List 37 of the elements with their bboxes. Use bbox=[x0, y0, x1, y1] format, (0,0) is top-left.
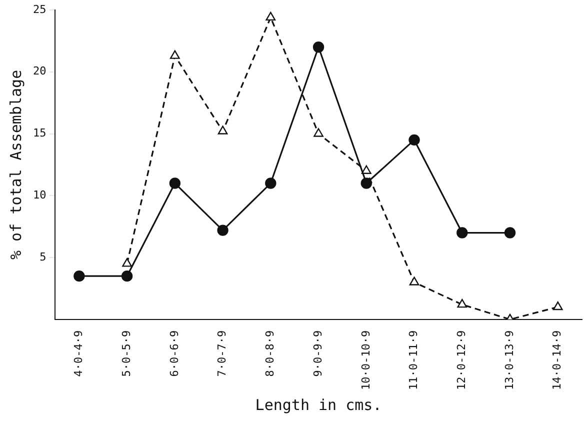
x-tick-label: 14·0-14·9 bbox=[550, 330, 564, 390]
x-tick-label: 5·0-5·9 bbox=[120, 330, 133, 377]
point bbox=[552, 301, 563, 310]
point bbox=[312, 42, 324, 53]
x-tick-label: 12·0-12·9 bbox=[454, 330, 468, 390]
y-axis-title: % of total Assemblage bbox=[6, 70, 25, 260]
x-tick-label: 11·0-11·9 bbox=[407, 330, 420, 390]
x-axis-title: Length in cms. bbox=[255, 396, 382, 414]
point bbox=[121, 270, 133, 282]
point bbox=[217, 224, 228, 236]
x-tick-label: 10·0-10·9 bbox=[359, 330, 372, 390]
x-tick-label: 8·0-8·9 bbox=[264, 330, 277, 377]
y-tick-label: 15 bbox=[32, 126, 46, 140]
y-tick-label: 5 bbox=[40, 250, 46, 264]
point bbox=[360, 178, 372, 189]
point bbox=[409, 276, 420, 286]
point bbox=[457, 298, 468, 308]
point bbox=[361, 165, 372, 174]
y-tick-label: 25 bbox=[32, 2, 46, 16]
x-tick-label: 6·0-6·9 bbox=[168, 330, 181, 377]
point bbox=[408, 134, 420, 146]
point bbox=[218, 126, 228, 134]
point bbox=[74, 270, 85, 282]
point bbox=[122, 258, 132, 267]
x-tick-label: 7·0-7·9 bbox=[216, 330, 229, 377]
x-tick-label: 4·0-4·9 bbox=[72, 330, 86, 377]
point bbox=[456, 227, 468, 238]
point bbox=[265, 178, 276, 189]
y-tick-label: 10 bbox=[32, 188, 46, 202]
point bbox=[169, 178, 181, 189]
point bbox=[504, 227, 516, 238]
point bbox=[170, 50, 180, 59]
point bbox=[266, 12, 276, 21]
x-tick-label: 9·0-9·9 bbox=[311, 330, 324, 377]
x-tick-label: 13·0-13·9 bbox=[502, 330, 516, 390]
y-tick-label: 20 bbox=[32, 64, 46, 78]
point bbox=[314, 128, 324, 137]
